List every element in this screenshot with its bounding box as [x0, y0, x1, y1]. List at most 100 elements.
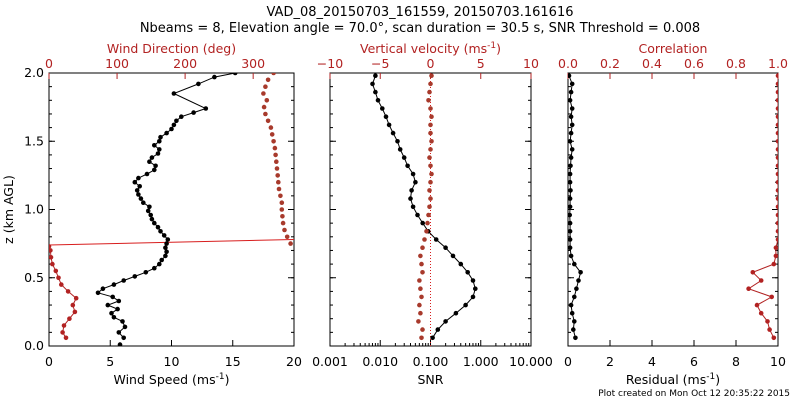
data-point — [159, 257, 164, 263]
data-point — [775, 220, 778, 226]
top-x-tick-label: 0.2 — [600, 56, 620, 71]
data-point — [746, 286, 751, 292]
data-point — [428, 163, 433, 169]
data-point — [284, 234, 290, 240]
data-point — [100, 286, 106, 292]
data-point — [410, 204, 416, 210]
data-point — [420, 245, 425, 250]
data-point — [401, 155, 407, 160]
data-point — [53, 268, 59, 274]
data-point — [453, 310, 459, 316]
data-point — [435, 327, 441, 332]
data-point — [95, 290, 101, 296]
data-point — [568, 139, 573, 144]
data-point — [572, 261, 577, 267]
series-line — [96, 73, 236, 339]
data-point — [429, 139, 434, 144]
data-point — [458, 261, 464, 267]
x-tick-label: 2 — [606, 354, 614, 369]
data-point — [158, 229, 163, 234]
top-x-tick-label: 200 — [173, 56, 197, 71]
data-point — [271, 139, 276, 144]
data-point — [395, 139, 400, 144]
data-point — [111, 282, 117, 287]
data-point — [775, 73, 778, 78]
data-point — [568, 130, 574, 136]
data-point — [568, 245, 573, 250]
data-point — [280, 220, 286, 226]
data-point — [578, 270, 583, 275]
data-point — [163, 253, 168, 259]
x-tick-label: 10 — [164, 354, 180, 369]
data-point — [569, 81, 575, 87]
data-point — [420, 327, 425, 332]
data-point — [274, 159, 279, 164]
data-point — [279, 207, 285, 212]
data-point — [61, 323, 67, 328]
data-point — [425, 220, 430, 226]
panels-group: 0.00.51.01.52.0z (km AGL)0 5 10 15 200 100 200… — [1, 41, 788, 387]
data-point — [417, 302, 422, 308]
x-axis-label: Residual (ms-1) — [626, 372, 720, 387]
data-point — [153, 163, 158, 169]
data-point — [164, 130, 169, 136]
data-point — [278, 193, 283, 199]
data-point — [409, 188, 414, 193]
data-point — [429, 114, 434, 119]
data-point — [410, 171, 416, 177]
data-point — [419, 335, 424, 341]
top-x-tick-label: 0.8 — [726, 56, 746, 71]
data-point — [171, 122, 177, 128]
top-x-tick-label: 300 — [241, 56, 265, 71]
data-point — [122, 324, 128, 330]
top-x-tick-label: 5 — [477, 56, 485, 71]
data-point — [568, 196, 573, 201]
x-tick-label: 10 — [770, 354, 786, 369]
x-tick-label: 5 — [106, 354, 114, 369]
x-tick-label: 20 — [286, 354, 302, 369]
data-point — [275, 173, 281, 178]
data-point — [282, 227, 287, 233]
data-point — [758, 310, 764, 316]
data-point — [470, 294, 476, 300]
plot-frame — [48, 72, 295, 347]
x-tick-label: 6 — [690, 354, 698, 369]
data-point — [65, 289, 71, 294]
data-point — [174, 118, 179, 124]
data-point — [390, 130, 396, 136]
data-point — [273, 152, 278, 158]
data-point — [775, 204, 778, 210]
data-point — [433, 237, 439, 242]
data-point — [470, 278, 476, 283]
data-point — [212, 74, 217, 80]
data-point — [179, 114, 184, 119]
x-tick-label: 0.100 — [413, 354, 449, 369]
data-point — [380, 106, 385, 111]
data-point — [138, 196, 144, 201]
data-point — [165, 237, 171, 242]
data-point — [429, 73, 434, 78]
data-point — [73, 295, 79, 301]
data-point — [775, 130, 778, 136]
data-point — [117, 342, 123, 346]
data-point — [775, 212, 778, 218]
data-point — [754, 302, 760, 308]
data-point — [427, 89, 432, 95]
data-point — [576, 278, 581, 283]
data-point — [155, 151, 161, 156]
panel-residual: 0 2 4 6 8 10 0.0 0.2 0.4 0.6 0.8 1.0 — [558, 56, 788, 369]
data-point — [276, 179, 281, 185]
data-point — [164, 241, 169, 246]
data-point — [775, 163, 778, 169]
data-point — [143, 270, 149, 275]
data-point — [141, 200, 146, 205]
data-point — [171, 91, 177, 96]
data-point — [149, 155, 155, 160]
data-point — [767, 327, 772, 332]
y-tick-label: 1.5 — [24, 133, 44, 148]
data-point — [276, 186, 282, 192]
data-point — [232, 73, 238, 76]
data-point — [568, 204, 573, 210]
data-point — [49, 244, 52, 249]
